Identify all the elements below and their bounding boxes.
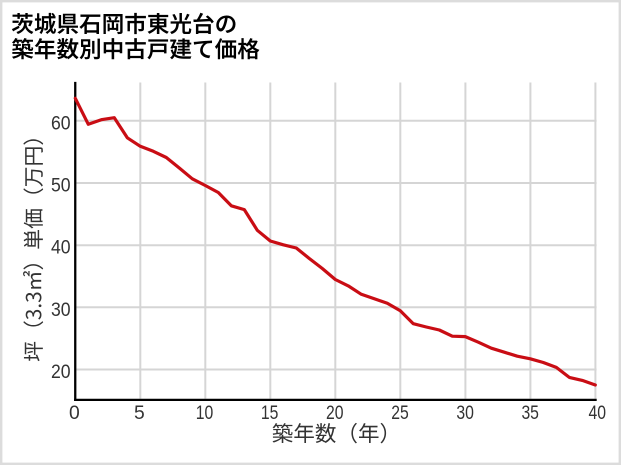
svg-text:20: 20 <box>326 403 344 424</box>
svg-text:10: 10 <box>196 403 214 424</box>
svg-text:20: 20 <box>51 362 71 383</box>
svg-text:30: 30 <box>456 403 474 424</box>
svg-text:5: 5 <box>134 403 145 424</box>
svg-text:35: 35 <box>521 403 539 424</box>
svg-text:15: 15 <box>261 403 279 424</box>
svg-text:0: 0 <box>69 403 80 424</box>
svg-text:40: 40 <box>51 238 71 259</box>
svg-text:30: 30 <box>51 300 71 321</box>
svg-text:60: 60 <box>51 113 71 134</box>
svg-text:50: 50 <box>51 176 71 197</box>
svg-text:25: 25 <box>391 403 409 424</box>
svg-text:40: 40 <box>589 403 607 424</box>
